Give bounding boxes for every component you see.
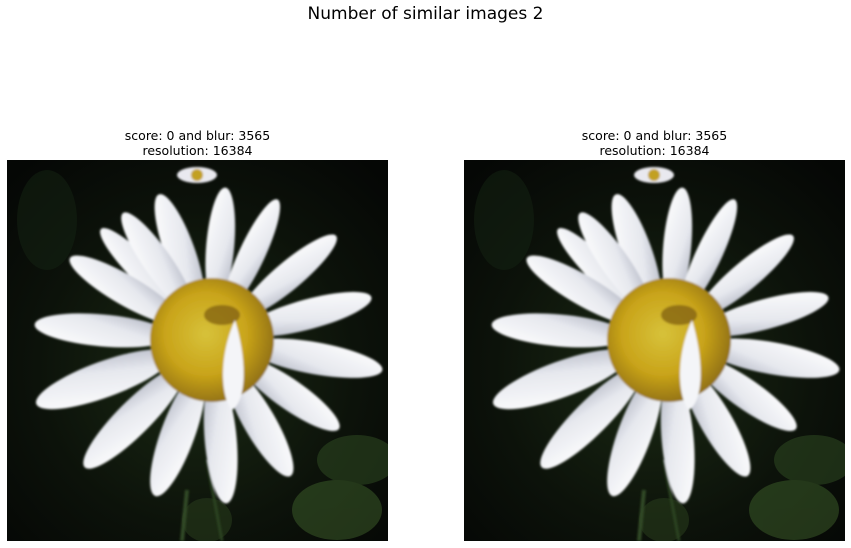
panel-title: score: 0 and blur: 3565 resolution: 1638…	[464, 128, 845, 160]
daisy-image	[464, 160, 845, 541]
score-blur-label: score: 0 and blur: 3565	[124, 128, 271, 143]
figure-title: Number of similar images 2	[307, 4, 544, 24]
resolution-label: resolution: 16384	[599, 143, 710, 158]
resolution-label: resolution: 16384	[142, 143, 253, 158]
daisy-image	[7, 160, 388, 541]
score-blur-label: score: 0 and blur: 3565	[581, 128, 728, 143]
image-panel-1: score: 0 and blur: 3565 resolution: 1638…	[7, 128, 388, 541]
image-panel-2: score: 0 and blur: 3565 resolution: 1638…	[464, 128, 845, 541]
daisy-photo-svg	[464, 160, 845, 541]
daisy-photo-svg	[7, 160, 388, 541]
panel-title: score: 0 and blur: 3565 resolution: 1638…	[7, 128, 388, 160]
